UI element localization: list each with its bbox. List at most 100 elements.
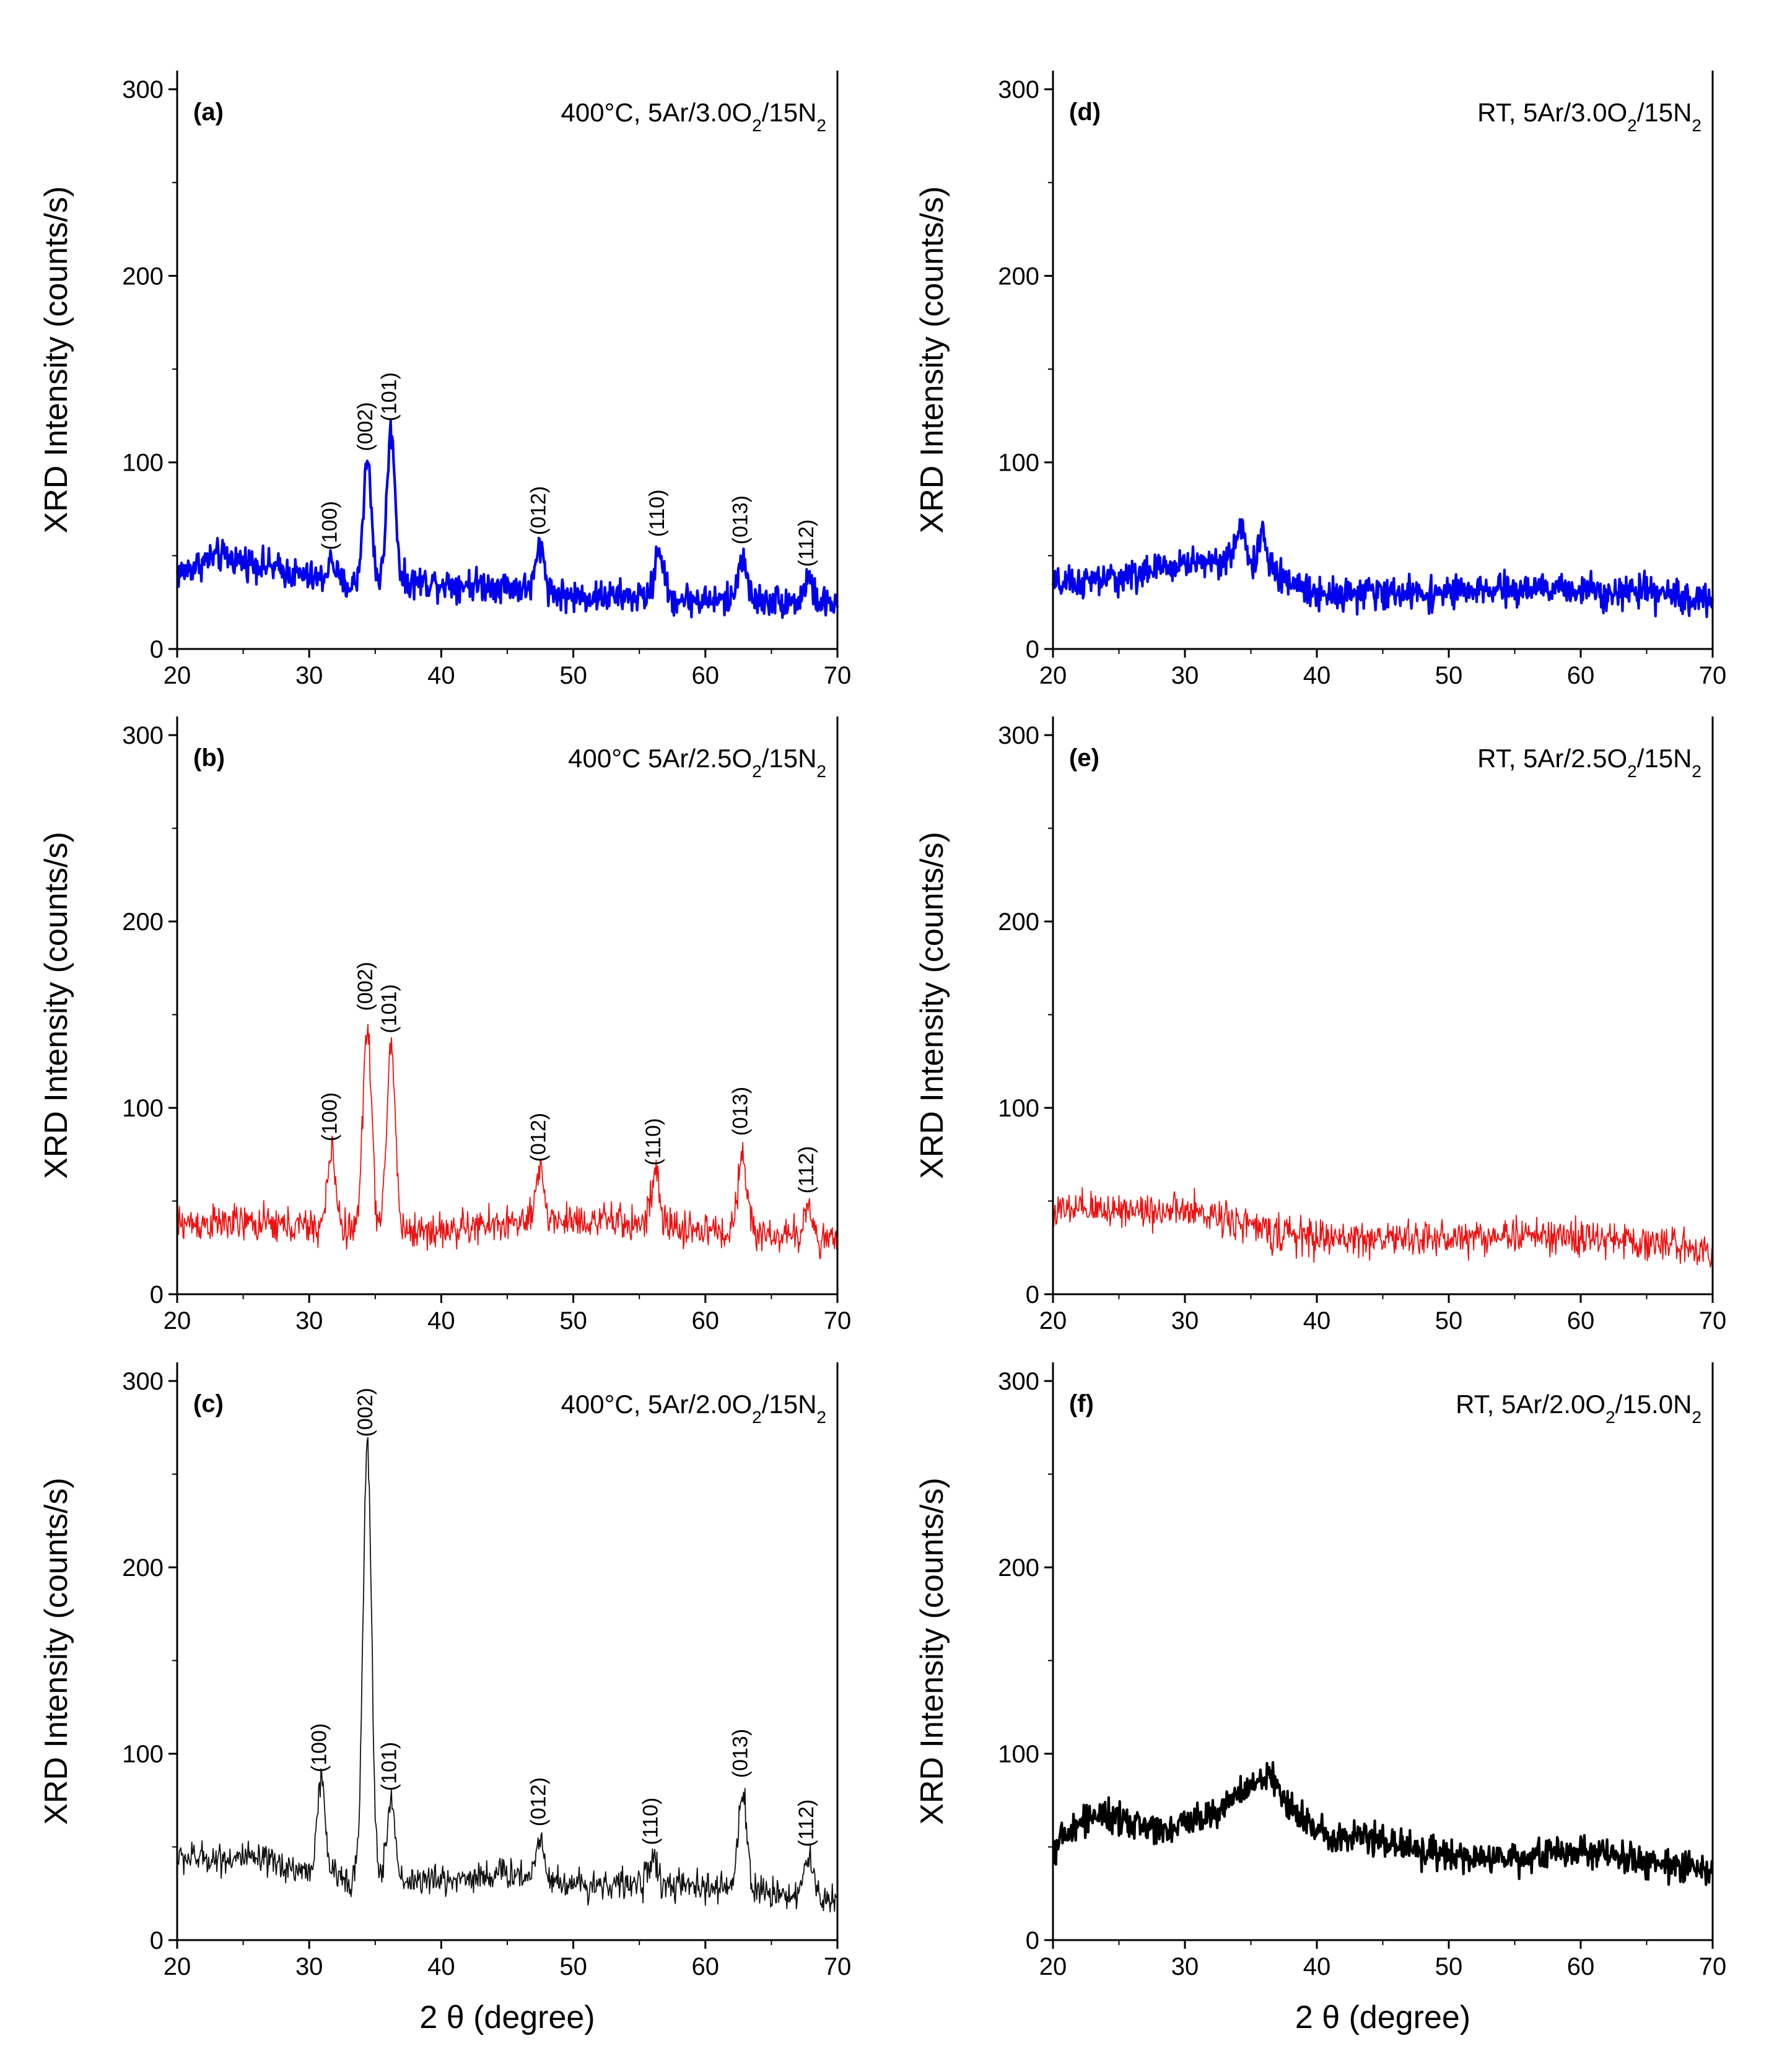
y-tick-label: 0 <box>150 1281 164 1308</box>
y-tick-label: 300 <box>998 722 1039 749</box>
x-tick-label: 70 <box>824 662 852 689</box>
condition-label: 400°C, 5Ar/2.0O2/15N2 <box>561 1390 827 1427</box>
x-tick-label: 60 <box>1567 1307 1595 1334</box>
y-tick-label: 100 <box>998 450 1039 477</box>
x-tick-label: 30 <box>295 1307 323 1334</box>
y-tick-label: 0 <box>1026 1927 1039 1954</box>
y-tick-label: 0 <box>150 636 164 663</box>
x-tick-label: 60 <box>1567 662 1595 689</box>
y-tick-label: 100 <box>122 1095 164 1122</box>
panel-label: (a) <box>193 98 224 126</box>
series-line-b <box>177 1024 838 1260</box>
condition-label: 400°C, 5Ar/3.0O2/15N2 <box>561 98 827 135</box>
y-tick-label: 100 <box>998 1741 1039 1768</box>
chart-panel-d: 20 30 40 50 60 70 0 100 200 300 XRD Intensity (cou… <box>914 71 1726 689</box>
x-tick-label: 30 <box>295 662 323 689</box>
peak-label: (002) <box>354 1388 377 1437</box>
peak-label: (101) <box>377 984 401 1033</box>
y-tick-label: 200 <box>122 1554 164 1582</box>
panel-label: (d) <box>1069 98 1101 126</box>
peak-label: (112) <box>795 1800 818 1847</box>
x-tick-label: 70 <box>824 1307 852 1334</box>
peak-label: (110) <box>645 489 669 537</box>
y-axis-title: XRD Intensity (counts/s) <box>38 186 74 534</box>
peak-label: (002) <box>354 402 377 451</box>
y-tick-label: 0 <box>150 1927 164 1954</box>
panel-label: (c) <box>193 1390 224 1417</box>
x-tick-label: 60 <box>1567 1953 1595 1980</box>
x-tick-label: 40 <box>1303 1307 1331 1334</box>
x-tick-label: 50 <box>1435 1953 1463 1980</box>
y-axis-title: XRD Intensity (counts/s) <box>914 186 950 534</box>
x-tick-label: 20 <box>164 1307 191 1334</box>
peak-label: (101) <box>377 372 401 421</box>
peak-label: (112) <box>795 520 818 567</box>
x-tick-label: 60 <box>692 1953 720 1980</box>
x-tick-label: 30 <box>1171 662 1199 689</box>
y-tick-label: 300 <box>998 1368 1039 1395</box>
x-tick-label: 20 <box>164 662 191 689</box>
x-tick-label: 50 <box>1435 662 1463 689</box>
peak-label: (100) <box>307 1723 331 1772</box>
peak-label: (012) <box>526 1777 550 1826</box>
x-axis-title: 2 θ (degree) <box>1295 2000 1470 2035</box>
x-tick-label: 50 <box>559 1953 587 1980</box>
x-tick-label: 40 <box>427 1953 455 1980</box>
x-tick-label: 40 <box>427 1307 455 1334</box>
y-tick-label: 200 <box>998 263 1039 290</box>
series-line-a <box>175 419 839 619</box>
peak-label: (100) <box>318 1092 341 1141</box>
x-tick-label: 60 <box>692 1307 720 1334</box>
series-line-e <box>1052 1186 1713 1268</box>
y-tick-label: 0 <box>1026 636 1039 663</box>
panel-label: (e) <box>1069 744 1099 772</box>
y-tick-label: 200 <box>998 908 1039 936</box>
y-tick-label: 0 <box>1026 1281 1039 1308</box>
x-tick-label: 20 <box>1039 1953 1067 1980</box>
series-line-f <box>1052 1761 1714 1886</box>
x-tick-label: 70 <box>1699 1307 1727 1334</box>
y-axis-title: XRD Intensity (counts/s) <box>38 1478 74 1825</box>
peak-label: (112) <box>795 1146 818 1194</box>
chart-panel-f: 20 30 40 50 60 70 0 100 200 300 XRD Intensity (cou… <box>914 1362 1726 2035</box>
x-axis-title: 2 θ (degree) <box>419 2000 595 2035</box>
y-axis-title: XRD Intensity (counts/s) <box>38 832 74 1179</box>
series-line-c <box>177 1437 838 1913</box>
x-tick-label: 20 <box>164 1953 191 1980</box>
y-tick-label: 100 <box>122 450 164 477</box>
y-tick-label: 300 <box>122 1368 164 1395</box>
x-tick-label: 40 <box>427 662 455 689</box>
chart-panel-e: 20 30 40 50 60 70 0 100 200 300 XRD Intensity (cou… <box>914 716 1726 1334</box>
x-tick-label: 30 <box>1171 1953 1199 1980</box>
x-tick-label: 50 <box>559 662 587 689</box>
y-tick-label: 200 <box>122 908 164 936</box>
x-tick-label: 20 <box>1039 662 1067 689</box>
x-tick-label: 50 <box>1435 1307 1463 1334</box>
y-tick-label: 100 <box>998 1095 1039 1122</box>
x-tick-label: 70 <box>1699 1953 1727 1980</box>
x-tick-label: 20 <box>1039 1307 1067 1334</box>
x-tick-label: 70 <box>824 1953 852 1980</box>
y-tick-label: 100 <box>122 1741 164 1768</box>
chart-panel-a: 20 30 40 50 60 70 0 100 200 300 XRD Intensity (cou… <box>38 71 851 689</box>
peak-label: (013) <box>728 1729 752 1778</box>
x-tick-label: 60 <box>692 662 720 689</box>
peak-label: (101) <box>377 1742 401 1791</box>
peak-label: (012) <box>526 486 550 535</box>
y-tick-label: 300 <box>122 76 164 103</box>
peak-label: (013) <box>728 495 752 544</box>
y-tick-label: 300 <box>998 76 1039 103</box>
x-tick-label: 50 <box>559 1307 587 1334</box>
peak-label: (110) <box>639 1798 663 1845</box>
x-tick-label: 30 <box>1171 1307 1199 1334</box>
peak-label: (110) <box>642 1118 665 1166</box>
chart-panel-b: 20 30 40 50 60 70 0 100 200 300 XRD Intensity (cou… <box>38 716 851 1334</box>
condition-label: RT, 5Ar/2.5O2/15N2 <box>1477 744 1701 781</box>
x-tick-label: 30 <box>295 1953 323 1980</box>
panel-label: (f) <box>1069 1390 1094 1417</box>
peak-label: (002) <box>354 962 377 1011</box>
condition-label: RT, 5Ar/3.0O2/15N2 <box>1477 98 1701 135</box>
condition-label: RT, 5Ar/2.0O2/15.0N2 <box>1456 1390 1701 1427</box>
